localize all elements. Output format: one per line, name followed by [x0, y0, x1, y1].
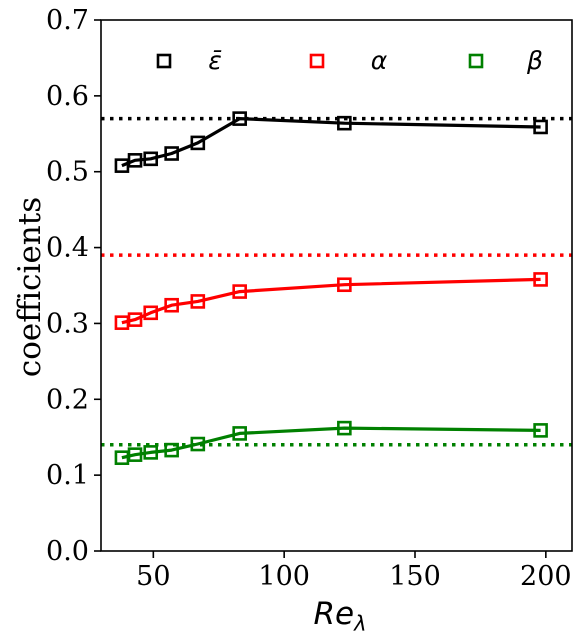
x-axis-title-subscript: λ [353, 612, 366, 636]
data-point [143, 445, 159, 460]
data-point [127, 447, 143, 462]
x-tick-label: 150 [389, 561, 441, 592]
y-tick-label: 0.2 [46, 384, 89, 415]
legend: ε̄ α β [156, 46, 543, 75]
data-point [533, 423, 548, 438]
legend-label-0: ε̄ [208, 46, 222, 75]
y-tick-label: 0.6 [46, 81, 89, 112]
x-tick-label: 100 [258, 561, 310, 592]
series-line-2 [121, 426, 541, 460]
data-point [337, 277, 352, 293]
data-point [127, 153, 143, 168]
data-point [232, 111, 247, 126]
x-tick-label: 200 [520, 561, 572, 592]
data-point [143, 151, 159, 167]
axes: 50 100 150 200 0.0 0.1 0.2 0.3 0.4 0.5 0.6 0.7 [46, 5, 573, 592]
data-point [190, 135, 206, 151]
y-tick-label: 0.7 [46, 5, 89, 36]
data-point [533, 272, 548, 287]
data-point [232, 426, 247, 441]
series-line-0 [121, 116, 541, 168]
legend-label-2: β [526, 46, 543, 75]
legend-marker-1 [309, 53, 325, 69]
data-point [190, 294, 206, 309]
legend-marker-0 [156, 53, 172, 69]
x-axis-title-main: Re [313, 596, 354, 632]
plot-area [101, 111, 572, 465]
y-tick-label: 0.1 [46, 460, 89, 491]
data-point [164, 146, 179, 161]
data-point [533, 119, 548, 135]
data-point [164, 297, 179, 313]
data-point [127, 312, 143, 327]
plot-frame [100, 19, 573, 552]
legend-label-1: α [371, 46, 388, 75]
series-line-1 [121, 277, 541, 325]
y-tick-label: 0.5 [46, 157, 89, 188]
data-point [337, 420, 352, 436]
y-axis-title: coefficients [12, 197, 48, 377]
y-tick-label: 0.0 [46, 536, 89, 567]
data-point [337, 115, 352, 131]
data-point [232, 284, 247, 299]
data-point [143, 305, 159, 321]
y-tick-label: 0.3 [46, 308, 89, 339]
legend-marker-2 [468, 53, 484, 69]
data-point [190, 436, 206, 452]
x-axis-title: Reλ [313, 596, 366, 636]
data-point [164, 442, 179, 458]
y-tick-label: 0.4 [46, 233, 89, 264]
x-tick-label: 50 [136, 561, 170, 592]
